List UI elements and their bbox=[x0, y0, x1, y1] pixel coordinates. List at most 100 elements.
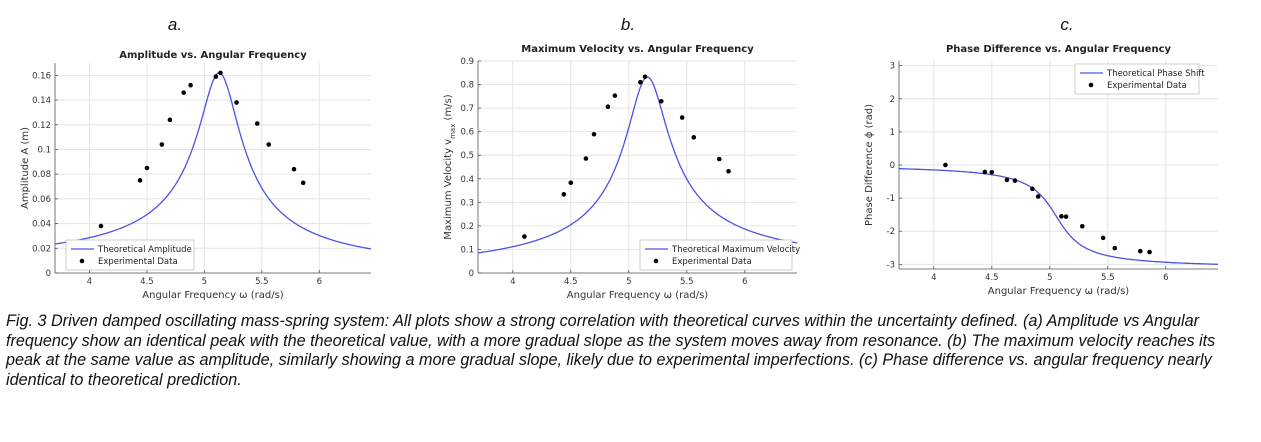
data-point bbox=[188, 82, 193, 88]
data-point bbox=[1112, 245, 1118, 251]
y-tick-label: 0 bbox=[890, 161, 895, 171]
y-tick-label: 0.9 bbox=[460, 57, 474, 67]
figure-caption: Fig. 3 Driven damped oscillating mass-sp… bbox=[6, 312, 1216, 389]
y-tick-label: -2 bbox=[887, 227, 895, 237]
data-point bbox=[691, 135, 697, 140]
data-point bbox=[612, 93, 618, 98]
panel-letter: a. bbox=[168, 15, 182, 34]
panel-letter: c. bbox=[1060, 15, 1073, 34]
y-tick-label: 1 bbox=[890, 128, 895, 138]
x-tick-label: 5 bbox=[626, 277, 631, 287]
data-point bbox=[98, 223, 104, 229]
theory-curve bbox=[899, 168, 1218, 265]
chart-panel-2: b. Maximum Velocity vs. Angular Frequency… bbox=[443, 15, 800, 301]
panel-letter: b. bbox=[621, 15, 635, 34]
y-tick-label: 0.02 bbox=[32, 244, 51, 254]
data-point bbox=[989, 169, 995, 175]
data-point bbox=[1035, 194, 1041, 199]
data-point bbox=[943, 162, 948, 168]
y-tick-label: 0.5 bbox=[460, 151, 474, 161]
y-tick-label: 0.7 bbox=[460, 104, 474, 114]
y-tick-label: 0 bbox=[469, 269, 474, 279]
x-tick-label: 6 bbox=[1163, 273, 1168, 283]
data-point bbox=[658, 98, 664, 104]
data-point bbox=[234, 100, 239, 105]
data-point bbox=[642, 74, 648, 80]
data-point bbox=[568, 180, 574, 186]
y-tick-label: 0.3 bbox=[460, 198, 474, 208]
data-point bbox=[1079, 223, 1085, 229]
data-point bbox=[605, 104, 611, 109]
data-point bbox=[1004, 177, 1010, 183]
data-point bbox=[522, 234, 527, 239]
data-point bbox=[591, 131, 597, 137]
y-tick-label: 0.06 bbox=[32, 195, 51, 205]
x-tick-label: 4.5 bbox=[140, 277, 154, 287]
data-point bbox=[291, 166, 297, 172]
data-point bbox=[679, 115, 685, 120]
x-axis-label: Angular Frequency ω (rad/s) bbox=[988, 286, 1130, 297]
legend-box bbox=[65, 239, 195, 271]
y-tick-label: 0.8 bbox=[460, 81, 474, 91]
data-point bbox=[300, 180, 306, 186]
data-point bbox=[1059, 214, 1064, 219]
data-point bbox=[726, 168, 731, 174]
y-tick-label: 0.14 bbox=[32, 96, 51, 106]
x-tick-label: 5.5 bbox=[1101, 273, 1115, 283]
legend-dot-swatch bbox=[1088, 82, 1094, 88]
data-point bbox=[561, 192, 567, 197]
y-axis-label: Amplitude A (m) bbox=[20, 127, 31, 209]
y-tick-label: 0 bbox=[46, 269, 51, 279]
legend-box bbox=[1074, 63, 1200, 95]
data-point bbox=[137, 178, 143, 183]
data-point bbox=[167, 117, 173, 123]
y-tick-label: -1 bbox=[887, 194, 895, 204]
data-point bbox=[982, 169, 988, 175]
data-point bbox=[213, 74, 219, 79]
chart-title: Amplitude vs. Angular Frequency bbox=[119, 50, 307, 61]
y-tick-label: 0.2 bbox=[460, 222, 474, 232]
legend-entry: Theoretical Maximum Velocity bbox=[671, 245, 800, 255]
y-tick-label: 0.1 bbox=[460, 245, 474, 255]
legend-entry: Theoretical Amplitude bbox=[97, 245, 192, 255]
chart-title: Maximum Velocity vs. Angular Frequency bbox=[521, 44, 754, 55]
x-tick-label: 4 bbox=[87, 277, 92, 287]
x-tick-label: 5.5 bbox=[255, 277, 269, 287]
x-tick-label: 5 bbox=[1047, 273, 1052, 283]
legend: Theoretical Maximum Velocity Experimental… bbox=[639, 239, 800, 271]
x-tick-label: 4.5 bbox=[564, 277, 578, 287]
legend-entry: Experimental Data bbox=[1107, 81, 1187, 91]
data-point bbox=[218, 70, 223, 76]
x-tick-label: 6 bbox=[317, 277, 322, 287]
chart-panel-1: a. Amplitude vs. Angular Frequency 4 4.5 5 5.… bbox=[20, 15, 372, 301]
data-point bbox=[1147, 249, 1152, 255]
data-point bbox=[1137, 248, 1143, 254]
x-axis-label: Angular Frequency ω (rad/s) bbox=[142, 290, 284, 301]
chart-title: Phase Difference vs. Angular Frequency bbox=[946, 44, 1172, 55]
data-point bbox=[181, 90, 186, 95]
data-point bbox=[1012, 178, 1018, 183]
legend-box bbox=[639, 239, 793, 271]
data-point bbox=[716, 156, 722, 162]
data-point bbox=[266, 142, 272, 147]
data-point bbox=[254, 121, 260, 126]
y-tick-label: -3 bbox=[887, 260, 895, 270]
y-tick-label: 3 bbox=[890, 62, 895, 72]
x-tick-label: 4 bbox=[931, 273, 936, 283]
chart-panel-3: c. Phase Difference vs. Angular Frequency… bbox=[864, 15, 1218, 297]
legend-entry: Experimental Data bbox=[98, 257, 178, 267]
y-tick-label: 0.16 bbox=[32, 71, 51, 81]
legend-dot-swatch bbox=[79, 258, 85, 264]
y-tick-label: 0.08 bbox=[32, 170, 51, 180]
data-point bbox=[1030, 186, 1035, 192]
x-tick-label: 4.5 bbox=[985, 273, 999, 283]
y-axis-label: Phase Difference ϕ (rad) bbox=[864, 104, 875, 226]
y-tick-label: 0.4 bbox=[460, 175, 474, 185]
data-point bbox=[1063, 214, 1069, 219]
x-tick-label: 4 bbox=[510, 277, 515, 287]
x-tick-label: 5 bbox=[202, 277, 207, 287]
legend: Theoretical Amplitude Experimental Data bbox=[65, 239, 195, 271]
legend-dot-swatch bbox=[653, 258, 659, 264]
plot-area bbox=[55, 63, 371, 273]
